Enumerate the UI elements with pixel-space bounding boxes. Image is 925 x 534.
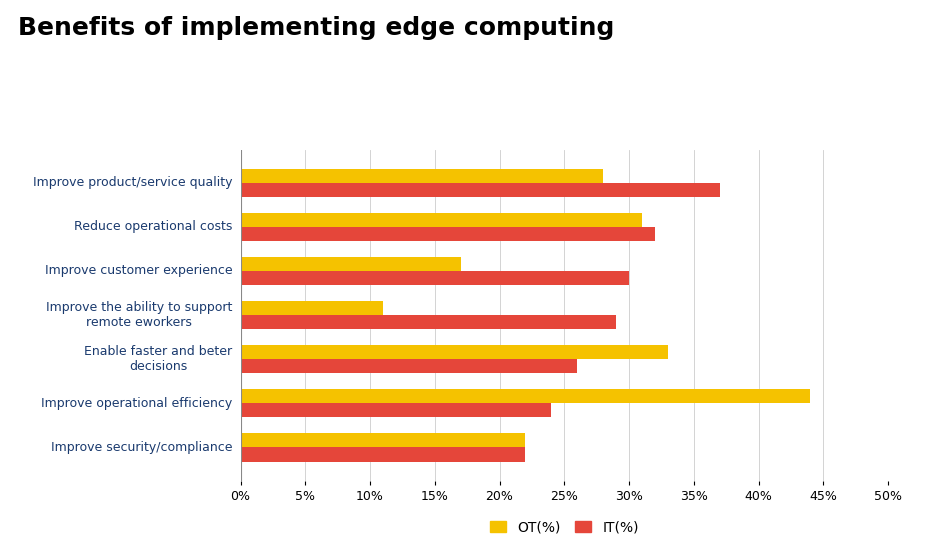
Bar [240, 301, 383, 315]
Bar [240, 389, 810, 403]
Bar [240, 213, 642, 227]
Text: Expected IT/OT benefits from edge computing⁵: Expected IT/OT benefits from edge comput… [14, 69, 401, 84]
Bar [240, 403, 551, 418]
Bar [240, 359, 577, 373]
Bar [240, 169, 603, 183]
Bar [240, 345, 668, 359]
Bar [240, 434, 525, 447]
Bar [240, 227, 655, 241]
Legend: OT(%), IT(%): OT(%), IT(%) [484, 515, 645, 534]
Bar [240, 271, 629, 285]
Bar [240, 257, 461, 271]
Bar [240, 183, 720, 197]
Text: Benefits of implementing edge computing: Benefits of implementing edge computing [18, 16, 615, 40]
Bar [240, 315, 616, 329]
Bar [240, 447, 525, 461]
